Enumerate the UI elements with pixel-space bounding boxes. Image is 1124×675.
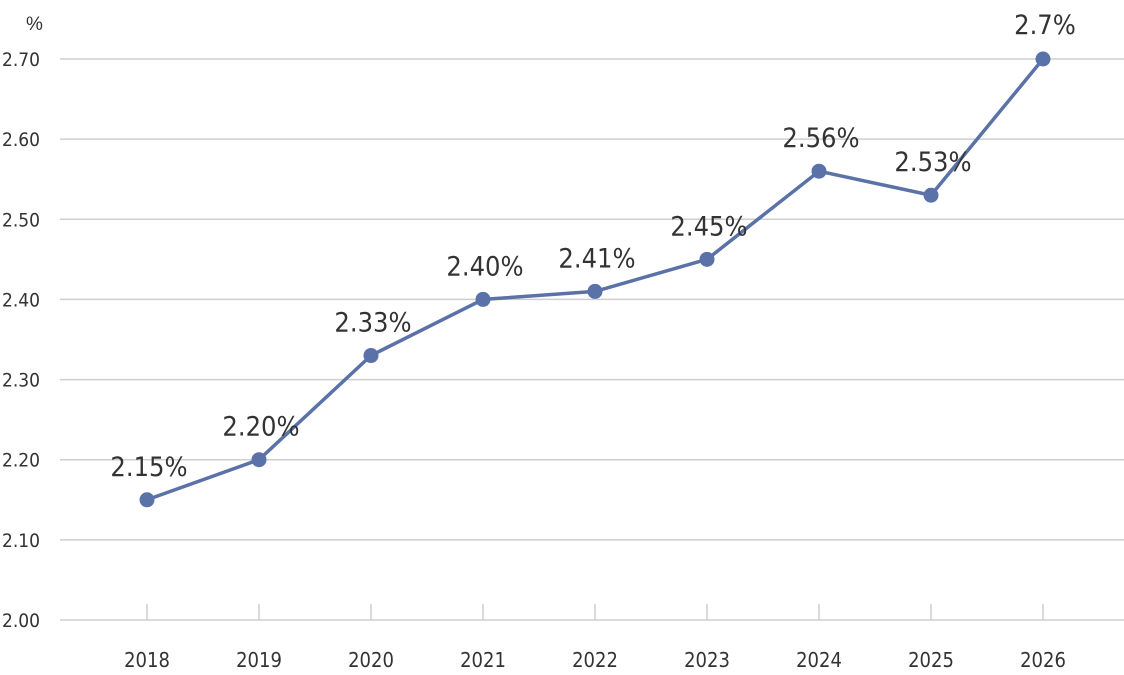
data-label: 2.40% <box>446 251 523 282</box>
data-label: 2.33% <box>334 308 411 339</box>
gridlines <box>60 58 1124 621</box>
data-label: 2.56% <box>782 123 859 154</box>
data-point <box>251 452 267 468</box>
data-point <box>475 291 491 307</box>
data-label: 2.41% <box>558 243 635 274</box>
data-label: 2.53% <box>894 147 971 178</box>
y-tick-label: 2.70 <box>2 49 40 71</box>
data-labels: 2.15% 2.20% 2.33% 2.40% 2.41% 2.45% 2.56% 2.53%… <box>110 10 1075 483</box>
data-point <box>587 283 603 299</box>
y-tick-label: 2.20 <box>2 450 40 472</box>
y-axis-unit-label: % <box>26 14 43 35</box>
data-label: 2.7% <box>1014 10 1076 41</box>
x-tick-label: 2022 <box>572 648 618 672</box>
x-tick-label: 2024 <box>796 648 842 672</box>
x-tick-label: 2026 <box>1020 648 1066 672</box>
y-tick-label: 2.30 <box>2 370 40 392</box>
data-point <box>1035 51 1051 67</box>
x-tick-label: 2021 <box>460 648 506 672</box>
x-tick-label: 2025 <box>908 648 954 672</box>
y-axis-tick-labels: 2.00 2.10 2.20 2.30 2.40 2.50 2.60 2.70 <box>2 49 40 632</box>
y-tick-label: 2.00 <box>2 610 40 632</box>
x-tick-label: 2019 <box>236 648 282 672</box>
data-label: 2.45% <box>670 211 747 242</box>
data-label: 2.15% <box>110 452 187 483</box>
y-tick-label: 2.40 <box>2 289 40 311</box>
y-tick-label: 2.50 <box>2 209 40 231</box>
x-axis-tick-labels: 2018 2019 2020 2021 2022 2023 2024 2025 2026 <box>124 648 1066 672</box>
y-tick-label: 2.60 <box>2 129 40 151</box>
series-points <box>139 51 1051 508</box>
data-point <box>139 492 155 508</box>
data-point <box>363 348 379 364</box>
x-tick-label: 2020 <box>348 648 394 672</box>
y-tick-label: 2.10 <box>2 530 40 552</box>
data-point <box>923 187 939 203</box>
data-point <box>811 163 827 179</box>
x-tick-label: 2018 <box>124 648 170 672</box>
data-point <box>699 251 715 267</box>
data-label: 2.20% <box>222 412 299 443</box>
x-tick-label: 2023 <box>684 648 730 672</box>
